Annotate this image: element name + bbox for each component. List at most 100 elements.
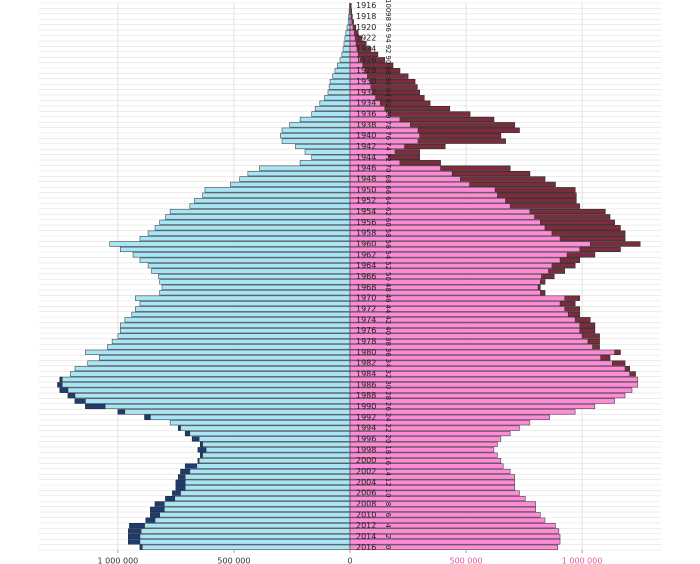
excess-bar [352,24,357,30]
excess-bar [629,371,636,377]
y-tick-label: 1992 [356,413,376,422]
excess-bar [529,208,606,215]
excess-bar [191,436,200,442]
y-tick-label: 1920 [356,23,376,32]
excess-bar [551,230,626,236]
bar [184,463,351,469]
bar [145,517,351,523]
bar [349,414,550,420]
bar [349,452,498,458]
y-tick-label: 1934 [356,99,376,108]
excess-bar [59,387,69,393]
bar [349,436,502,442]
excess-bar [128,528,142,534]
bar [342,46,351,52]
age-label: 24 [384,413,392,422]
excess-bar [128,533,141,540]
age-label: 100 [384,0,392,12]
excess-bar [200,441,203,447]
age-label: 76 [384,131,392,140]
y-tick-label: 1946 [356,164,376,173]
excess-bar [353,30,359,36]
bar [59,376,351,382]
y-tick-label: 2004 [356,478,376,487]
excess-bar [548,268,565,274]
excess-bar [469,181,556,187]
age-label: 0 [384,545,392,549]
y-tick-label: 1986 [356,380,376,389]
bar [128,539,351,545]
bar [204,187,351,193]
bar [111,338,351,345]
bar [349,485,516,491]
bar [327,89,351,95]
y-tick-label: 1966 [356,272,376,281]
bar [299,160,351,166]
bar [289,122,351,128]
age-label: 66 [384,185,392,194]
bar [349,495,526,502]
bar [197,447,351,453]
excess-bar [178,425,181,431]
age-label: 28 [384,391,392,400]
age-label: 20 [384,435,392,444]
age-label: 18 [384,445,392,454]
bar [178,474,351,480]
y-tick-label: 1976 [356,326,376,335]
excess-bar [540,279,546,285]
bar [328,84,351,90]
y-tick-label: 1998 [356,445,376,454]
excess-bar [509,203,581,209]
age-label: 96 [384,23,392,32]
age-label: 64 [384,196,392,205]
excess-bar [417,127,520,133]
bar [67,393,351,399]
y-tick-label: 1956 [356,218,376,227]
bar [85,403,351,410]
y-tick-label: 1948 [356,175,376,184]
bar [159,290,351,296]
bar [349,290,546,296]
bar [200,452,351,458]
bar [119,322,351,328]
excess-bar [145,517,156,523]
excess-bar [85,403,106,410]
bar [59,387,351,393]
age-label: 90 [384,55,392,64]
excess-bar [367,73,409,79]
age-label: 98 [384,12,392,21]
bar [349,523,556,529]
excess-bar [564,295,581,301]
bar [119,246,351,252]
excess-bar [541,273,555,280]
y-tick-label: 1982 [356,359,376,368]
bar [346,24,351,30]
bar [107,344,351,350]
excess-bar [379,100,431,106]
age-label: 88 [384,66,392,75]
y-tick-label: 1928 [356,66,376,75]
bar [194,198,351,204]
excess-bar [178,474,186,480]
y-tick-label: 1942 [356,142,376,151]
excess-bar [559,257,581,263]
y-tick-label: 1994 [356,424,376,433]
bar [74,366,351,372]
bar [154,501,351,507]
y-tick-label: 1988 [356,391,376,400]
bar [124,317,351,323]
age-label: 54 [384,250,392,259]
bar [349,463,504,469]
excess-bar [172,490,181,496]
bar [349,284,541,290]
age-label: 8 [384,502,392,506]
bar [85,349,351,355]
bar [349,544,558,550]
excess-bar [351,13,353,20]
y-tick-label: 2000 [356,456,376,465]
bar [189,203,351,209]
bar [128,528,351,534]
age-label: 22 [384,424,392,433]
y-tick-label: 1996 [356,434,376,443]
